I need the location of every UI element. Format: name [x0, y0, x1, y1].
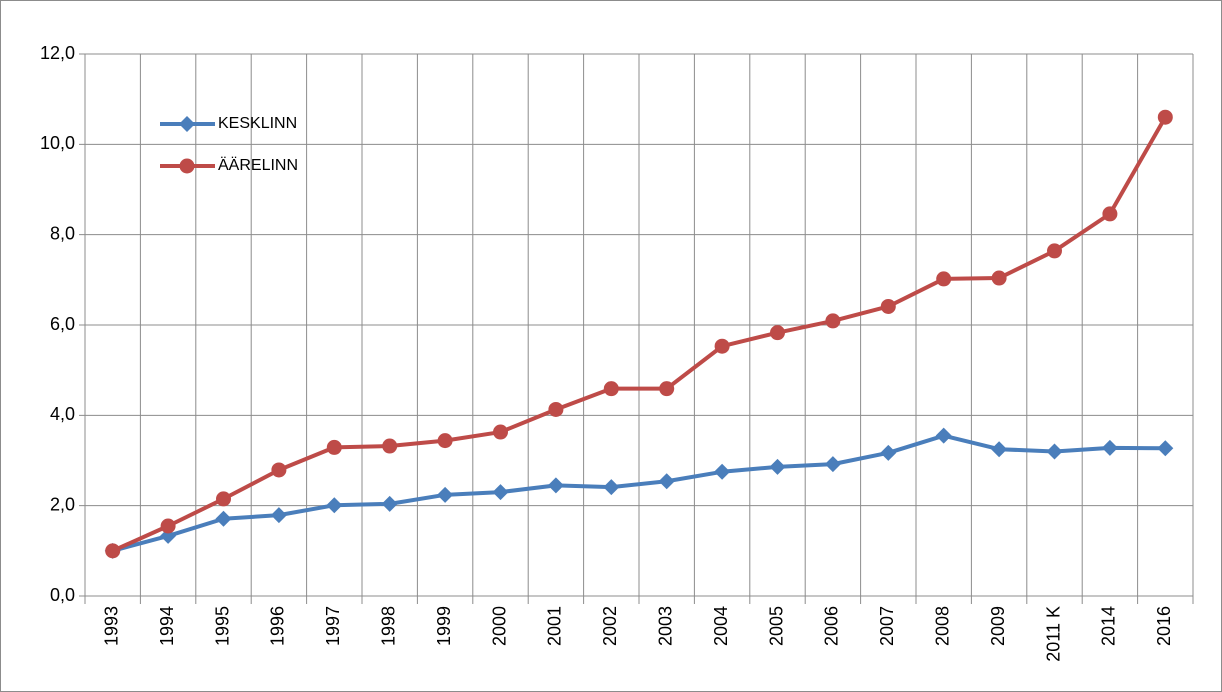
point-marker [437, 486, 454, 503]
x-tick-label: 2014 [1099, 606, 1119, 646]
point-marker [105, 543, 121, 559]
x-tick-label: 2009 [988, 606, 1008, 646]
series-line [111, 116, 1168, 553]
legend-marker [179, 116, 195, 132]
point-marker [437, 433, 453, 449]
point-marker [381, 495, 398, 512]
point-marker [770, 325, 785, 341]
point-marker [603, 479, 620, 496]
y-tick-label: 0,0 [50, 585, 75, 605]
point-marker [1102, 206, 1118, 222]
point-marker [215, 510, 232, 527]
legend-label: KESKLINN [218, 115, 297, 132]
point-marker [382, 438, 398, 454]
point-marker [824, 456, 841, 473]
x-tick-label: 1995 [212, 606, 232, 646]
point-marker [659, 381, 675, 397]
x-tick-label: 2008 [932, 606, 952, 646]
point-marker [492, 484, 509, 501]
point-marker [326, 497, 343, 514]
point-marker [825, 313, 841, 329]
point-marker [493, 424, 508, 440]
point-marker [880, 444, 897, 461]
legend-marker [179, 158, 195, 174]
x-tick-label: 1993 [101, 606, 121, 646]
point-marker [270, 507, 287, 524]
x-tick-label: 2003 [655, 606, 675, 646]
point-marker [326, 439, 342, 455]
x-tick-label: 2007 [877, 606, 897, 646]
y-tick-label: 10,0 [40, 133, 75, 153]
point-marker [769, 458, 786, 475]
point-marker [936, 271, 952, 287]
legend-label: ÄÄRELINN [218, 156, 298, 174]
point-marker [271, 462, 287, 478]
y-tick-label: 2,0 [50, 494, 75, 514]
point-marker [547, 477, 564, 494]
x-tick-label: 2001 [545, 606, 565, 646]
point-marker [991, 441, 1008, 458]
point-marker [160, 518, 176, 534]
x-tick-label: 2000 [489, 606, 509, 646]
x-tick-label: 1998 [378, 606, 398, 646]
point-marker [1101, 439, 1118, 456]
point-marker [1157, 109, 1173, 125]
point-marker [714, 463, 731, 480]
point-marker [991, 270, 1007, 286]
x-tick-label: 2011 K [1043, 606, 1063, 662]
point-marker [880, 298, 896, 314]
x-tick-label: 2006 [822, 606, 842, 646]
x-tick-label: 1996 [268, 606, 288, 646]
point-marker [1157, 440, 1174, 457]
point-marker [216, 491, 231, 507]
series-line [112, 433, 1166, 553]
x-tick-label: 2005 [766, 606, 786, 646]
point-marker [935, 427, 952, 444]
y-tick-label: 12,0 [40, 43, 75, 63]
point-marker [658, 473, 675, 490]
y-tick-label: 8,0 [50, 223, 75, 243]
y-tick-label: 4,0 [50, 404, 75, 424]
x-tick-label: 1994 [157, 606, 177, 646]
point-marker [1047, 243, 1062, 259]
point-marker [1046, 443, 1063, 460]
point-marker [603, 381, 619, 397]
point-marker [548, 401, 564, 417]
x-tick-label: 1997 [323, 606, 343, 646]
x-tick-label: 2016 [1154, 606, 1174, 646]
x-tick-label: 2002 [600, 606, 620, 646]
x-tick-label: 1999 [434, 606, 454, 646]
x-tick-label: 2004 [711, 606, 731, 646]
point-marker [714, 338, 730, 354]
y-tick-label: 6,0 [50, 314, 75, 334]
